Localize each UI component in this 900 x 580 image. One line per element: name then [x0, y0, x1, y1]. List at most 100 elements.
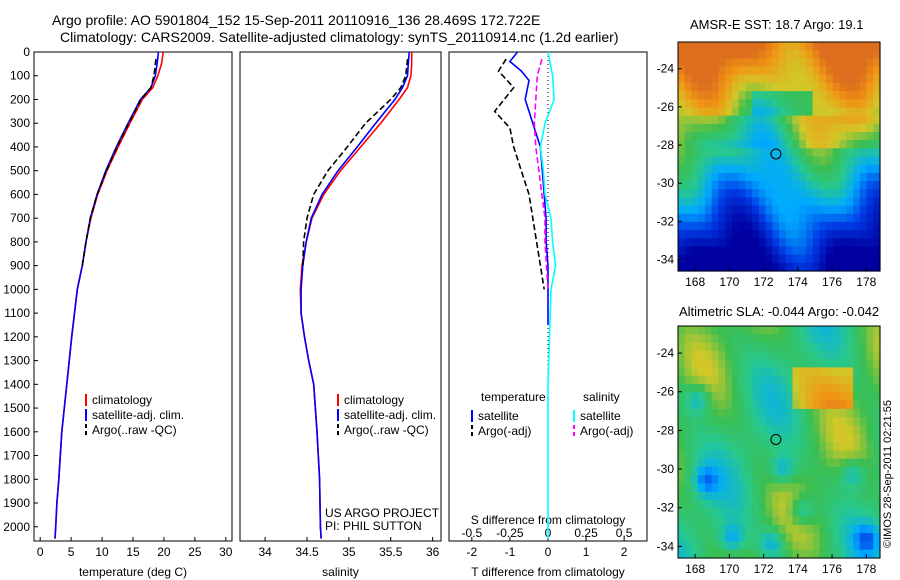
sst-cell	[873, 181, 881, 190]
sla-cell	[758, 425, 767, 435]
sla-cell	[832, 500, 841, 509]
sst-cell	[765, 262, 773, 272]
sla-cell	[846, 466, 854, 476]
sla-cell	[853, 375, 861, 385]
sst-cell	[826, 82, 834, 92]
sst-cell	[711, 246, 719, 256]
sst-cell	[853, 246, 861, 256]
sla-cell	[839, 417, 847, 426]
sla-cell	[711, 533, 719, 542]
sst-cell	[765, 238, 773, 248]
sst-cell	[765, 140, 773, 149]
sst-cell	[752, 156, 760, 166]
sla-cell	[859, 326, 868, 335]
sst-cell	[826, 156, 834, 166]
sst-cell	[772, 189, 780, 198]
sst-cell	[785, 74, 793, 84]
sla-cell	[752, 442, 760, 451]
sla-cell	[711, 417, 719, 426]
sla-cell	[859, 367, 868, 377]
sst-cell	[738, 246, 746, 256]
sla-cell	[859, 384, 868, 393]
sla-cell	[846, 408, 854, 418]
sst-cell	[785, 181, 793, 190]
sla-cell	[765, 500, 773, 509]
sla-cell	[853, 491, 861, 501]
sst-cell	[792, 115, 800, 125]
sst-cell	[832, 74, 841, 84]
sst-cell	[846, 132, 854, 141]
sst-cell	[758, 246, 767, 256]
sla-cell	[799, 408, 807, 418]
sst-cell	[752, 42, 760, 51]
sst-cell	[752, 254, 760, 264]
sst-cell	[859, 123, 868, 133]
sst-cell	[678, 99, 686, 109]
sst-cell	[839, 221, 847, 231]
sla-cell	[805, 491, 814, 501]
sst-cell	[758, 140, 767, 149]
sst-cell	[812, 181, 820, 190]
sst-cell	[704, 156, 713, 166]
sst-cell	[853, 140, 861, 149]
sst-cell	[758, 74, 767, 84]
sst-cell	[718, 91, 726, 100]
sla-cell	[873, 475, 881, 484]
sla-cell	[752, 433, 760, 443]
sst-cell	[772, 213, 780, 223]
sla-cell	[853, 417, 861, 426]
sla-cell	[799, 350, 807, 360]
sla-cell	[738, 417, 746, 426]
sst-cell	[704, 164, 713, 174]
sla-cell	[839, 524, 847, 534]
sla-cell	[779, 375, 787, 385]
sla-cell	[765, 359, 773, 368]
sla-cell	[704, 483, 713, 493]
sst-cell	[704, 181, 713, 190]
sst-cell	[839, 181, 847, 190]
sst-cell	[866, 91, 874, 100]
sst-cell	[772, 164, 780, 174]
sst-cell	[718, 197, 726, 207]
sla-cell	[859, 350, 868, 360]
sla-cell	[799, 450, 807, 460]
sla-cell	[866, 491, 874, 501]
sla-cell	[866, 359, 874, 368]
sla-cell	[812, 475, 820, 484]
sst-cell	[785, 91, 793, 100]
sla-cell	[711, 408, 719, 418]
salinity-legend-label: satellite-adj. clim.	[344, 408, 436, 422]
sla-cell	[752, 350, 760, 360]
sst-cell	[819, 123, 827, 133]
sla-cell	[678, 442, 686, 451]
sla-cell	[805, 392, 814, 402]
sst-cell	[718, 156, 726, 166]
sla-cell	[711, 400, 719, 410]
sla-cell	[846, 425, 854, 435]
sst-cell	[738, 205, 746, 215]
sst-cell	[678, 132, 686, 141]
sst-cell	[711, 42, 719, 51]
sla-cell	[765, 450, 773, 460]
sla-cell	[752, 425, 760, 435]
sla-cell	[758, 458, 767, 468]
sla-cell	[839, 367, 847, 377]
sla-cell	[704, 442, 713, 451]
sst-cell	[765, 189, 773, 198]
sst-cell	[819, 172, 827, 182]
sst-cell	[799, 42, 807, 51]
sst-cell	[678, 42, 686, 51]
sst-cell	[725, 148, 733, 158]
sla-cell	[846, 541, 854, 551]
sla-cell	[718, 334, 726, 344]
sst-cell	[765, 246, 773, 256]
sla-cell	[725, 508, 733, 518]
sla-cell	[792, 384, 800, 393]
sst-cell	[698, 140, 706, 149]
sla-cell	[873, 375, 881, 385]
sla-cell	[711, 350, 719, 360]
sla-cell	[758, 384, 767, 393]
sst-cell	[752, 262, 760, 272]
sla-cell	[738, 442, 746, 451]
sla-cell	[832, 350, 841, 360]
